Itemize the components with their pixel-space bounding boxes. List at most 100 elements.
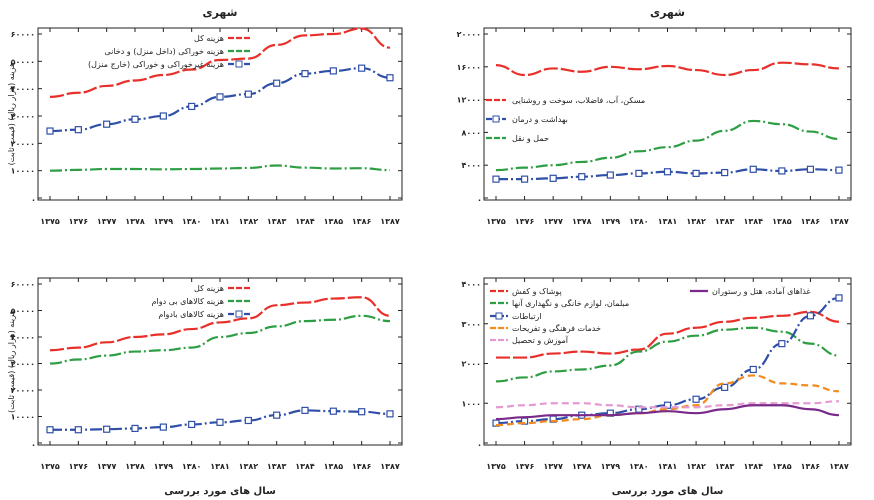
x-tick-label: ۱۳۷۵: [486, 217, 506, 226]
x-tick-label: ۱۳۸۶: [352, 217, 372, 226]
series-marker: [692, 395, 700, 403]
x-tick-label: ۱۳۸۴: [295, 462, 315, 471]
x-axis-label: سال های مورد بررسی: [164, 486, 276, 497]
x-tick-label: ۱۳۷۵: [40, 217, 60, 226]
legend-marker: [495, 312, 503, 320]
x-tick-label: ۱۳۸۳: [715, 462, 735, 471]
y-tick-label: ۵۰۰۰۰: [11, 307, 35, 316]
series-line: [495, 404, 840, 421]
legend-label: بهداشت و درمان: [512, 115, 568, 124]
y-tick-label: .: [32, 194, 35, 203]
legend-label: آموزش و تحصیل: [512, 335, 569, 345]
series-marker: [358, 64, 366, 72]
x-tick-label: ۱۳۸۲: [686, 462, 706, 471]
legend-marker: [235, 310, 243, 318]
chart-panel-4: . ۱۰۰۰ ۲۰۰۰ ۳۰۰۰ ۴۰۰۰ ۱۳۷۵ ۱۳۷۶ ۱۳۷۷ ۱۳۷۸ ۱۳۷۹ ۱۳۸…: [461, 277, 852, 497]
series-marker: [692, 169, 700, 177]
series-marker: [778, 340, 786, 348]
x-tick-label: ۱۳۷۸: [572, 462, 592, 471]
series-marker: [749, 165, 757, 173]
legend-marker: [235, 60, 243, 68]
series-line: [49, 296, 391, 352]
x-tick-label: ۱۳۸۵: [324, 462, 344, 471]
y-tick-label: ۳۰۰۰: [461, 320, 481, 329]
y-tick-label: ۱۰۰۰: [461, 399, 481, 408]
y-tick-label: ۱۰۰۰۰: [11, 167, 35, 176]
x-tick-label: ۱۳۸۰: [629, 462, 649, 471]
series-marker: [188, 102, 196, 111]
series-marker: [188, 420, 196, 429]
y-tick-label: ۲۰۰۰۰: [11, 386, 35, 395]
series-marker: [520, 175, 529, 183]
series-marker: [358, 408, 366, 416]
series-marker: [273, 79, 281, 87]
series-marker: [492, 175, 500, 183]
series-marker: [216, 93, 224, 101]
legend-label: هزینه کل: [194, 34, 224, 43]
series-marker: [778, 167, 786, 175]
x-tick-label: ۱۳۸۱: [210, 217, 230, 226]
legend-label: غذاهای آماده، هتل و رستوران: [712, 286, 811, 296]
x-tick-label: ۱۳۸۲: [239, 217, 259, 226]
series-line: [495, 374, 840, 427]
y-tick-label: ۱۲۰۰۰: [457, 96, 481, 105]
series-marker: [244, 416, 252, 425]
series-marker: [329, 67, 337, 75]
x-axis-label: سال های مورد بررسی: [612, 486, 724, 497]
x-tick-label: ۱۳۸۶: [352, 462, 372, 471]
y-tick-label: .: [478, 439, 481, 448]
series-line: [49, 314, 391, 365]
legend-label: هزینه کالاهای بادوام: [158, 310, 224, 319]
y-tick-label: ۵۰۰۰۰: [11, 57, 35, 66]
x-tick-label: ۱۳۷۶: [69, 462, 89, 471]
series-marker: [721, 383, 729, 391]
x-tick-label: ۱۳۷۶: [515, 217, 535, 226]
x-tick-label: ۱۳۸۱: [658, 217, 678, 226]
x-tick-label: ۱۳۸۷: [829, 217, 849, 226]
x-tick-label: ۱۳۸۵: [772, 217, 792, 226]
x-tick-label: ۱۳۷۷: [543, 462, 563, 471]
y-tick-label: ۴۰۰۰۰: [11, 85, 35, 94]
legend-marker: [492, 115, 500, 123]
series-marker: [301, 406, 309, 415]
legend: هزینه کل هزینه خوراکی (داخل منزل) و دخانی…: [88, 34, 250, 69]
x-tick-label: ۱۳۸۶: [801, 217, 821, 226]
y-axis-label: هزینه (هزار ریال) (قیمت ثابت): [7, 63, 16, 166]
x-tick-label: ۱۳۷۸: [125, 462, 145, 471]
series-marker: [301, 70, 309, 78]
x-tick-label: ۱۳۸۰: [182, 462, 202, 471]
series-marker: [159, 423, 167, 431]
series-marker: [103, 120, 111, 128]
series-marker: [159, 112, 167, 120]
legend-label: هزینه کل: [194, 284, 224, 293]
series-marker: [578, 173, 586, 181]
y-tick-label: .: [478, 194, 481, 203]
y-tick-label: ۲۰۰۰۰: [11, 139, 35, 148]
series-marker: [216, 418, 224, 426]
series-marker: [329, 407, 337, 415]
x-tick-label: ۱۳۸۱: [210, 462, 230, 471]
legend: مسکن، آب، فاضلاب، سوخت و روشنایی بهداشت و…: [486, 95, 645, 143]
x-tick-label: ۱۳۸۷: [380, 217, 400, 226]
series-marker: [46, 127, 54, 135]
series-marker: [835, 294, 843, 302]
y-tick-label: ۴۰۰۰۰: [11, 333, 35, 342]
series-marker: [131, 424, 139, 433]
x-tick-label: ۱۳۸۰: [629, 217, 649, 226]
x-tick-label: ۱۳۷۶: [69, 217, 89, 226]
series-marker: [749, 365, 757, 374]
x-tick-label: ۱۳۸۵: [324, 217, 344, 226]
y-tick-label: ۴۰۰۰: [461, 161, 481, 170]
x-tick-label: ۱۳۸۳: [715, 217, 735, 226]
x-tick-label: ۱۳۷۹: [601, 217, 621, 226]
legend-label: هزینه خوراکی (داخل منزل) و دخانی: [104, 47, 224, 56]
x-tick-label: ۱۳۸۶: [801, 462, 821, 471]
chart-panel-2: شهری. ۴۰۰۰ ۸۰۰۰ ۱۲۰۰۰ ۱۶۰۰۰ ۲۰۰۰۰ ۱۳۷۵ ۱۳۷۶ ۱۳۷۷…: [457, 6, 852, 226]
y-tick-label: .: [32, 439, 35, 448]
chart-panel-3: . ۱۰۰۰۰ ۲۰۰۰۰ ۳۰۰۰۰ ۴۰۰۰۰ ۵۰۰۰۰ ۶۰۰۰۰ ۱۳۷۵ ۱۳۷۶ ۱…: [7, 277, 403, 497]
series-marker: [835, 166, 843, 174]
y-tick-label: ۳۰۰۰۰: [11, 360, 35, 369]
legend-label: خدمات فرهنگی و تفریحات: [512, 323, 601, 333]
series-marker: [74, 126, 82, 134]
x-tick-label: ۱۳۸۱: [658, 462, 678, 471]
